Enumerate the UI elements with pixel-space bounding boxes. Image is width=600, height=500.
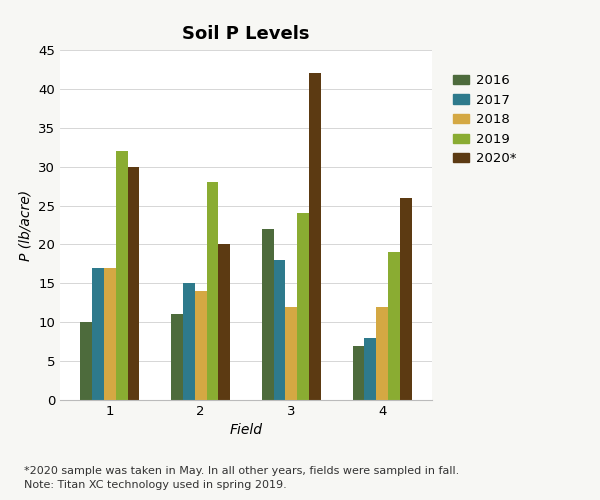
Bar <box>116 151 128 400</box>
X-axis label: Field: Field <box>229 424 263 438</box>
Bar <box>388 252 400 400</box>
Bar <box>183 284 195 400</box>
Bar <box>80 322 92 400</box>
Bar <box>353 346 364 400</box>
Text: *2020 sample was taken in May. In all other years, fields were sampled in fall.
: *2020 sample was taken in May. In all ot… <box>24 466 459 490</box>
Bar <box>274 260 286 400</box>
Legend: 2016, 2017, 2018, 2019, 2020*: 2016, 2017, 2018, 2019, 2020* <box>454 74 517 166</box>
Title: Soil P Levels: Soil P Levels <box>182 25 310 43</box>
Bar <box>104 268 116 400</box>
Bar <box>171 314 183 400</box>
Bar <box>218 244 230 400</box>
Bar <box>309 74 321 400</box>
Y-axis label: P (lb/acre): P (lb/acre) <box>19 190 32 260</box>
Bar <box>376 306 388 400</box>
Bar <box>195 291 206 400</box>
Bar <box>206 182 218 400</box>
Bar <box>262 229 274 400</box>
Bar <box>92 268 104 400</box>
Bar <box>364 338 376 400</box>
Bar <box>297 214 309 400</box>
Bar <box>286 306 297 400</box>
Bar <box>128 166 139 400</box>
Bar <box>400 198 412 400</box>
